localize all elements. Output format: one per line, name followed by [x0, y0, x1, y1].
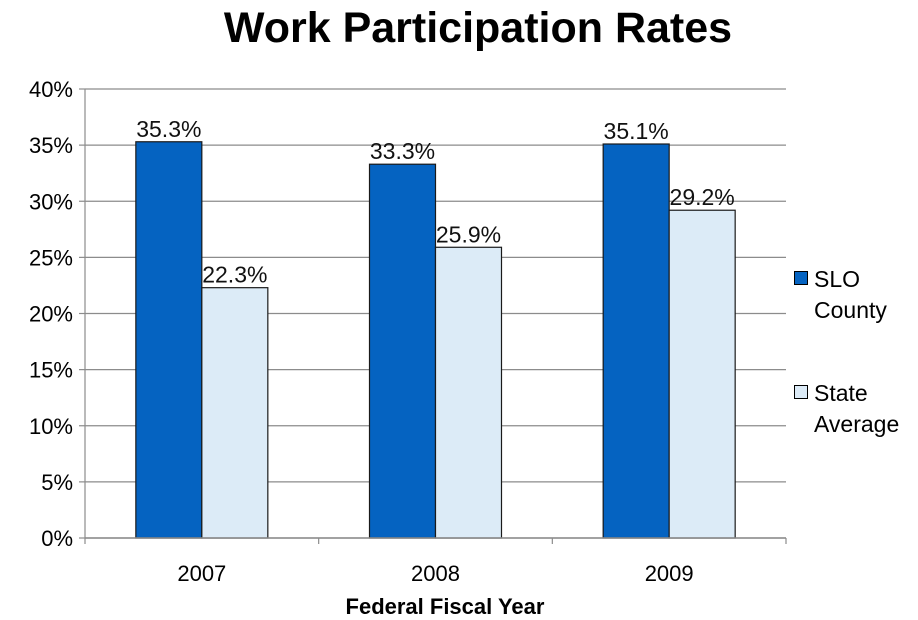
legend-item-slo-county: SLO County [794, 264, 918, 326]
bar-slo-county-2009 [602, 143, 670, 539]
bar-state-average-2007 [201, 287, 269, 539]
legend-swatch-slo-county [794, 271, 808, 285]
legend-swatch-state-average [794, 385, 808, 399]
x-tick-label: 2009 [645, 561, 694, 586]
bar-state-average-2009 [668, 209, 736, 539]
legend-item-state-average: State Average [794, 378, 918, 440]
legend-label-slo-county: SLO County [814, 266, 887, 323]
y-tick-label: 20% [29, 302, 73, 327]
data-label: 29.2% [670, 184, 735, 210]
data-label: 35.3% [136, 116, 201, 142]
y-tick-label: 30% [29, 189, 73, 214]
data-label: 33.3% [370, 138, 435, 164]
y-tick-label: 40% [29, 77, 73, 102]
bar-state-average-2008 [434, 246, 503, 539]
x-axis-label: Federal Fiscal Year [345, 594, 545, 619]
y-tick-label: 25% [29, 245, 73, 270]
data-label: 25.9% [436, 221, 501, 247]
data-label: 22.3% [202, 262, 267, 288]
data-label: 35.1% [604, 118, 669, 144]
y-tick-label: 10% [29, 414, 73, 439]
bar-slo-county-2007 [135, 141, 203, 539]
y-tick-label: 5% [41, 470, 73, 495]
y-tick-label: 15% [29, 358, 73, 383]
x-tick-label: 2007 [177, 561, 226, 586]
y-tick-label: 35% [29, 133, 73, 158]
x-tick-label: 2008 [411, 561, 460, 586]
legend-label-state-average: State Average [814, 380, 900, 437]
y-tick-label: 0% [41, 526, 73, 551]
bar-slo-county-2008 [368, 163, 437, 539]
chart-title: Work Participation Rates [223, 4, 733, 52]
